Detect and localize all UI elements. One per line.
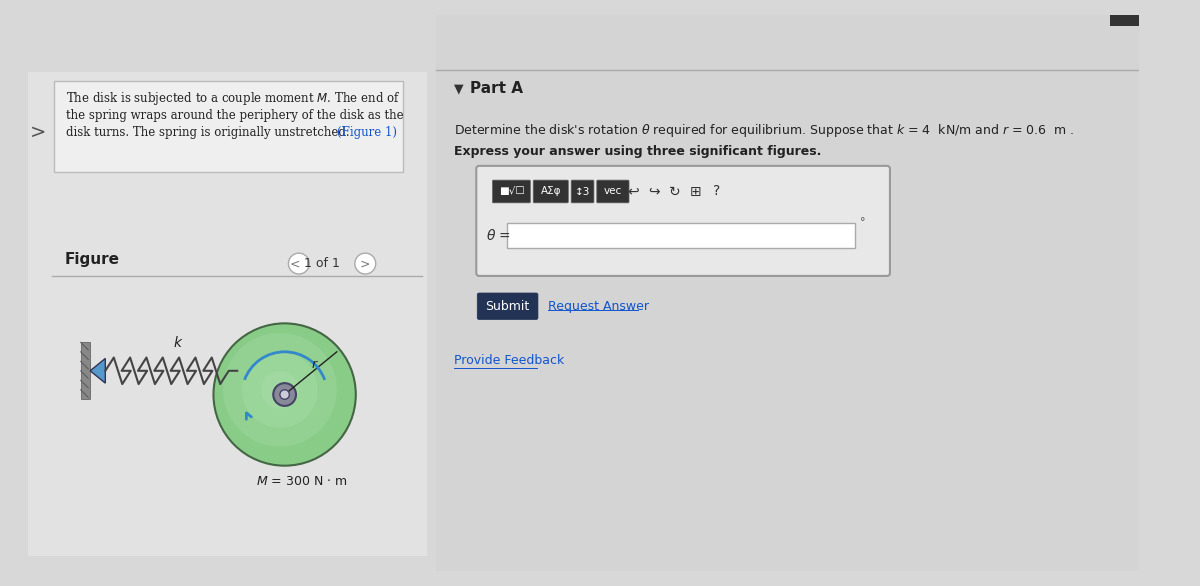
Text: 1 of 1: 1 of 1	[304, 257, 340, 270]
Text: $k$: $k$	[173, 335, 184, 350]
Text: >: >	[360, 257, 371, 270]
Text: Express your answer using three significant figures.: Express your answer using three signific…	[454, 145, 821, 158]
Text: ?: ?	[713, 185, 720, 199]
Bar	[80, 342, 90, 399]
Text: ⊞: ⊞	[690, 185, 701, 199]
Text: The disk is subjected to a couple moment $\mathit{M}$. The end of: The disk is subjected to a couple moment…	[66, 90, 401, 107]
Text: Figure: Figure	[65, 251, 120, 267]
FancyBboxPatch shape	[506, 223, 854, 248]
Text: Request Answer: Request Answer	[548, 300, 649, 313]
Text: Submit: Submit	[486, 300, 529, 313]
Circle shape	[280, 390, 289, 399]
Bar	[1110, 15, 1139, 26]
Text: >: >	[30, 123, 47, 142]
Polygon shape	[90, 359, 106, 383]
Text: ↪: ↪	[648, 185, 660, 199]
Text: vec: vec	[604, 186, 622, 196]
FancyBboxPatch shape	[54, 81, 403, 172]
Text: $M$ = 300 N $\cdot$ m: $M$ = 300 N $\cdot$ m	[256, 475, 348, 488]
FancyBboxPatch shape	[533, 180, 569, 203]
Circle shape	[355, 253, 376, 274]
FancyBboxPatch shape	[29, 72, 427, 556]
FancyBboxPatch shape	[437, 15, 1139, 571]
Circle shape	[214, 323, 355, 466]
Text: ↕3: ↕3	[575, 186, 590, 196]
FancyBboxPatch shape	[476, 166, 890, 276]
Text: Determine the disk's rotation $\theta$ required for equilibrium. Suppose that $k: Determine the disk's rotation $\theta$ r…	[454, 122, 1074, 139]
FancyBboxPatch shape	[596, 180, 629, 203]
Text: ▼: ▼	[454, 83, 463, 96]
Circle shape	[288, 253, 310, 274]
FancyBboxPatch shape	[571, 180, 594, 203]
Circle shape	[242, 352, 318, 428]
Text: ■√☐: ■√☐	[498, 186, 524, 196]
Text: $\theta$ =: $\theta$ =	[486, 227, 511, 243]
Circle shape	[274, 383, 296, 406]
Text: ↩: ↩	[628, 185, 638, 199]
Text: (Figure 1): (Figure 1)	[337, 127, 397, 139]
Circle shape	[260, 371, 299, 409]
Circle shape	[223, 333, 337, 447]
Text: $r$: $r$	[311, 358, 319, 371]
Text: disk turns. The spring is originally unstretched.: disk turns. The spring is originally uns…	[66, 127, 354, 139]
Text: Provide Feedback: Provide Feedback	[454, 354, 564, 367]
FancyBboxPatch shape	[492, 180, 530, 203]
FancyBboxPatch shape	[478, 293, 538, 319]
Text: ↻: ↻	[668, 185, 680, 199]
Text: <: <	[290, 257, 300, 270]
Text: Part A: Part A	[469, 81, 523, 96]
Text: AΣφ: AΣφ	[540, 186, 562, 196]
Text: the spring wraps around the periphery of the disk as the: the spring wraps around the periphery of…	[66, 110, 404, 122]
Text: °: °	[859, 217, 865, 227]
